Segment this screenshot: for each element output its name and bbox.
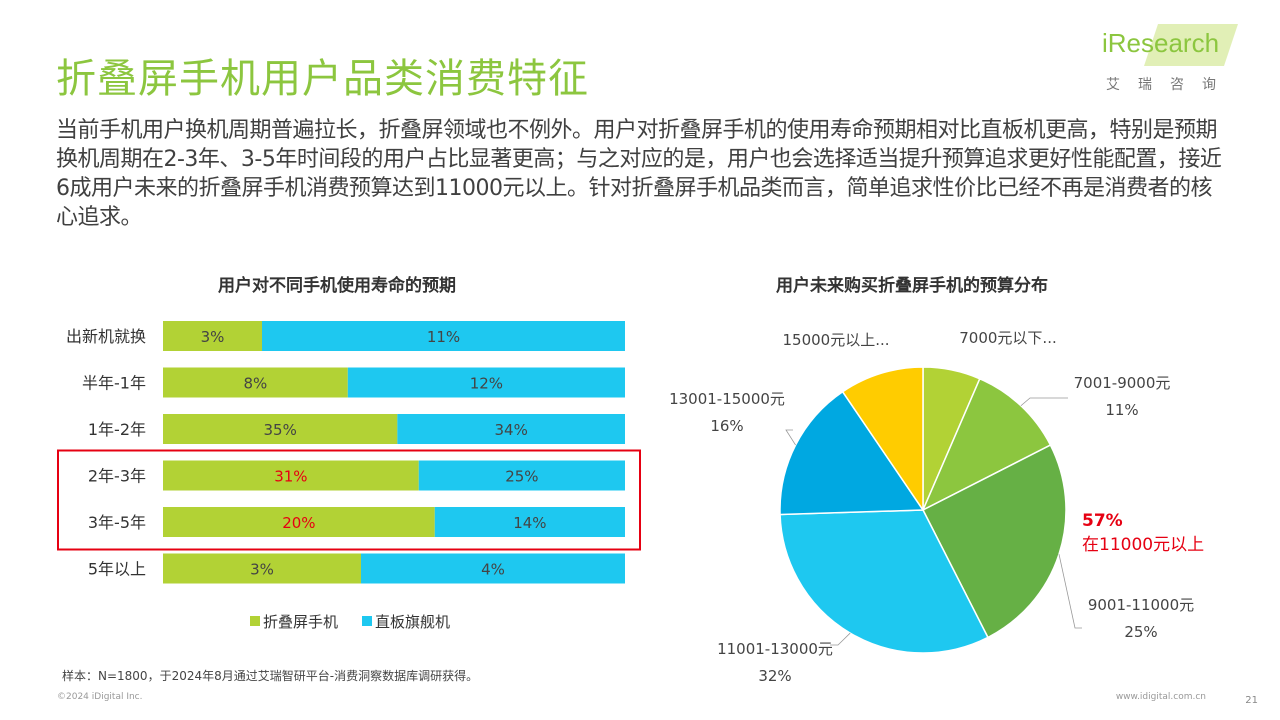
- pie-percent-label: 25%: [1124, 623, 1157, 641]
- copyright: ©2024 iDigital Inc.: [57, 692, 143, 702]
- bar-chart-title: 用户对不同手机使用寿命的预期: [218, 276, 456, 296]
- leader-line: [1020, 397, 1068, 407]
- data-label-flagship: 11%: [427, 328, 460, 346]
- pie-category-label: 9001-11000元: [1088, 596, 1194, 614]
- bar-flagship: [361, 553, 625, 584]
- data-label-flagship: 12%: [470, 375, 503, 393]
- data-label-foldable: 31%: [274, 468, 307, 486]
- sample-note: 样本：N=1800，于2024年8月通过艾瑞智研平台-消费洞察数据库调研获得。: [62, 669, 479, 683]
- website: www.idigital.com.cn: [1115, 692, 1206, 702]
- bar-flagship: [434, 507, 625, 537]
- pie-slice: [921, 444, 1067, 639]
- pie-category-label: 7000元以下...: [959, 329, 1056, 347]
- data-label-flagship: 4%: [481, 561, 505, 579]
- legend-label-flagship: 直板旗舰机: [375, 613, 450, 631]
- callout-value: 57%: [1082, 511, 1123, 531]
- category-label: 5年以上: [88, 560, 146, 579]
- highlight-box: [57, 449, 641, 551]
- leader-line: [1058, 554, 1082, 629]
- legend-swatch-flagship: [362, 616, 372, 626]
- pie-category-label: 11001-13000元: [717, 640, 833, 658]
- pie-percent-label: 16%: [710, 417, 743, 435]
- bar-foldable: [163, 553, 361, 584]
- category-label: 出新机就换: [66, 327, 146, 346]
- page-title: 折叠屏手机用户品类消费特征: [56, 56, 589, 102]
- leader-line: [785, 429, 796, 446]
- bar-flagship: [418, 460, 625, 491]
- category-label: 2年-3年: [88, 467, 146, 486]
- data-label-flagship: 25%: [505, 468, 538, 486]
- data-label-foldable: 3%: [250, 561, 274, 579]
- bar-flagship: [262, 321, 625, 351]
- bar-foldable: [163, 460, 419, 491]
- data-label-flagship: 34%: [495, 421, 528, 439]
- leader-line: [830, 632, 851, 646]
- callout-text: 在11000元以上: [1082, 535, 1204, 555]
- pie-slice: [779, 509, 989, 654]
- pie-category-label: 7001-9000元: [1074, 374, 1171, 392]
- pie-category-label: 13001-15000元: [669, 390, 785, 408]
- bar-foldable: [163, 507, 435, 537]
- legend-swatch-foldable: [250, 616, 260, 626]
- legend-label-foldable: 折叠屏手机: [263, 613, 338, 631]
- body-paragraph: 当前手机用户换机周期普遍拉长，折叠屏领域也不例外。用户对折叠屏手机的使用寿命预期…: [56, 118, 1222, 230]
- logo-badge-shape: [1100, 24, 1238, 66]
- pie-category-label: 15000元以上...: [782, 331, 889, 349]
- pie-percent-label: 32%: [758, 667, 791, 685]
- pie-slice: [779, 390, 925, 516]
- bar-foldable: [163, 414, 398, 444]
- pie-slice: [921, 377, 1052, 512]
- logo-text: iResearch: [1102, 28, 1220, 58]
- data-label-foldable: 35%: [264, 421, 297, 439]
- bar-flagship: [397, 414, 625, 444]
- bar-foldable: [163, 367, 348, 398]
- page-number: 21: [1245, 695, 1258, 706]
- data-label-foldable: 20%: [282, 514, 315, 532]
- pie-chart-title: 用户未来购买折叠屏手机的预算分布: [776, 276, 1048, 296]
- pie-percent-label: 11%: [1105, 401, 1138, 419]
- data-label-flagship: 14%: [513, 514, 546, 532]
- bar-foldable: [163, 321, 262, 351]
- pie-slice: [841, 366, 924, 513]
- logo-subtitle: 艾瑞咨询: [1106, 77, 1234, 93]
- data-label-foldable: 8%: [244, 375, 268, 393]
- bar-flagship: [347, 367, 625, 398]
- category-label: 1年-2年: [88, 420, 146, 439]
- data-label-foldable: 3%: [201, 328, 225, 346]
- category-label: 3年-5年: [88, 513, 146, 532]
- category-label: 半年-1年: [82, 374, 146, 393]
- iresearch-logo: iResearch 艾瑞咨询: [1098, 22, 1244, 96]
